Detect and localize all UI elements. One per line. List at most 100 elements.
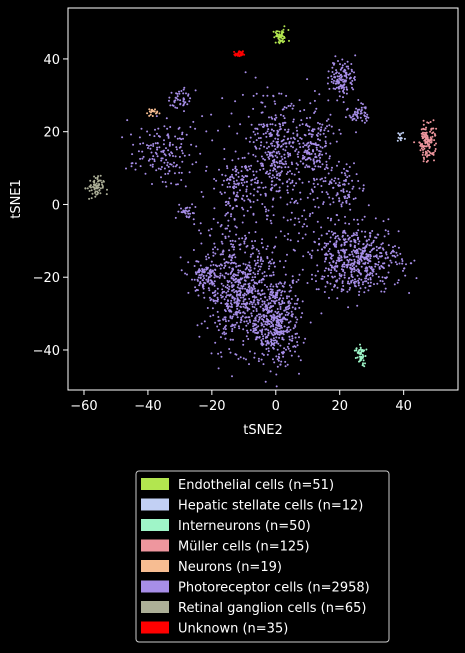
data-point [235, 321, 238, 324]
data-point [241, 221, 244, 224]
data-point [259, 144, 262, 147]
data-point [346, 60, 349, 63]
data-point [343, 92, 346, 94]
data-point [227, 182, 230, 185]
data-point [255, 326, 258, 329]
data-point [362, 281, 365, 284]
data-point [216, 296, 219, 299]
data-point [396, 281, 399, 284]
data-point [297, 240, 300, 243]
data-point [222, 253, 224, 256]
data-point [248, 140, 251, 143]
data-point [267, 302, 270, 305]
data-point [308, 165, 311, 168]
data-point [298, 306, 301, 309]
data-point [259, 329, 262, 332]
data-point [261, 333, 263, 336]
data-point [294, 294, 297, 297]
data-point [206, 266, 209, 269]
data-point [264, 105, 267, 108]
data-point [286, 318, 289, 321]
data-point [336, 192, 339, 195]
data-point [277, 359, 280, 362]
data-point [321, 177, 323, 180]
data-point [266, 320, 269, 323]
data-point [349, 267, 352, 270]
data-point [359, 110, 362, 113]
data-point [289, 302, 292, 305]
data-point [242, 194, 245, 197]
data-point [262, 260, 264, 263]
data-point [253, 259, 256, 262]
data-point [268, 323, 271, 326]
data-point [311, 133, 314, 136]
data-point [255, 221, 258, 224]
data-point [190, 143, 193, 146]
data-point [385, 251, 388, 254]
data-point [185, 207, 188, 209]
data-point [329, 203, 332, 206]
data-point [335, 214, 338, 216]
data-point [233, 182, 236, 185]
data-point [254, 290, 257, 293]
data-point [369, 271, 372, 274]
data-point [424, 153, 427, 156]
data-point [339, 84, 342, 87]
data-point [266, 323, 268, 326]
data-point [239, 292, 242, 295]
data-point [178, 171, 181, 174]
data-point [301, 268, 304, 271]
data-point [355, 173, 358, 176]
data-point [353, 238, 356, 241]
data-point [246, 301, 248, 304]
data-point [226, 294, 229, 297]
data-point [358, 108, 361, 111]
data-point [260, 258, 263, 261]
data-point [295, 199, 298, 202]
data-point [188, 171, 191, 174]
data-point [208, 289, 211, 292]
data-point [174, 216, 177, 219]
data-point [276, 134, 279, 137]
data-point [233, 291, 236, 294]
series-3-points [413, 119, 438, 163]
data-point [256, 336, 259, 339]
data-point [139, 142, 142, 145]
data-point [225, 291, 228, 294]
data-point [294, 324, 297, 327]
data-point [292, 132, 295, 135]
data-point [369, 250, 372, 253]
data-point [296, 341, 299, 343]
data-point [359, 346, 362, 349]
data-point [274, 154, 277, 157]
data-point [263, 284, 266, 287]
data-point [276, 143, 279, 146]
data-point [427, 149, 429, 152]
data-point [354, 197, 357, 200]
data-point [132, 143, 135, 146]
data-point [243, 242, 246, 245]
data-point [286, 253, 288, 256]
data-point [271, 343, 274, 345]
data-point [313, 161, 316, 164]
data-point [274, 118, 277, 121]
data-point [318, 93, 321, 96]
data-point [193, 223, 196, 226]
data-point [288, 39, 290, 42]
data-point [312, 177, 315, 180]
data-point [319, 139, 321, 142]
data-point [311, 212, 314, 214]
data-point [334, 265, 337, 268]
data-point [304, 337, 307, 340]
data-point [284, 365, 287, 368]
data-point [304, 134, 307, 137]
data-point [240, 316, 243, 319]
data-point [174, 99, 177, 102]
data-point [266, 257, 269, 260]
data-point [424, 141, 427, 144]
data-point [86, 187, 89, 190]
data-point [358, 187, 361, 190]
data-point [243, 214, 246, 217]
data-point [327, 172, 330, 175]
data-point [346, 264, 349, 267]
